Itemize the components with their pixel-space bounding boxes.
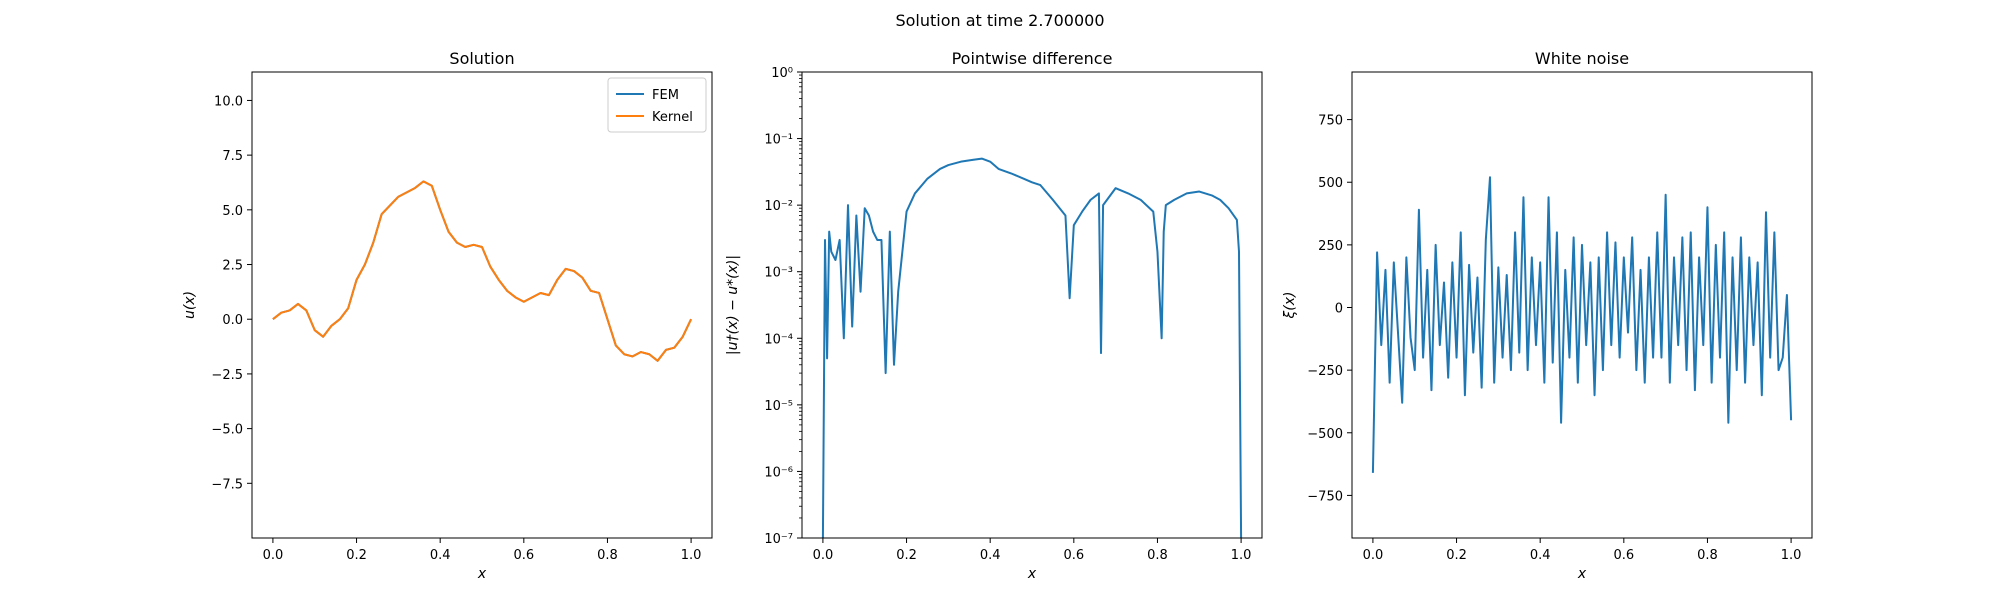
x-tick-label: 1.0 (1781, 548, 1802, 563)
y-tick-label: 10⁻⁵ (764, 399, 793, 414)
x-tick-label: 0.0 (263, 548, 284, 563)
y-tick-label: 10⁰ (771, 66, 793, 81)
x-axis-label: x (477, 566, 487, 582)
x-tick-label: 0.0 (1363, 548, 1384, 563)
axes-frame (251, 71, 713, 539)
y-axis-label: ξ(x) (1282, 291, 1298, 319)
x-tick-label: 1.0 (681, 548, 702, 563)
x-axis-label: x (1027, 566, 1037, 582)
legend-label-kernel: Kernel (652, 110, 693, 125)
y-tick-label: −750 (1307, 489, 1343, 504)
axes-frame (801, 71, 1263, 539)
axes-title: Solution (449, 49, 514, 68)
x-tick-label: 0.8 (1147, 548, 1168, 563)
x-axis-label: x (1577, 566, 1587, 582)
legend-label-fem: FEM (652, 88, 679, 103)
x-tick-label: 0.4 (980, 548, 1001, 563)
y-tick-label: −5.0 (211, 423, 243, 438)
y-tick-label: 7.5 (222, 149, 243, 164)
y-tick-label: 10⁻⁶ (764, 465, 793, 480)
y-axis-label: u(x) (182, 291, 198, 319)
y-tick-label: 750 (1318, 114, 1343, 129)
y-tick-label: 2.5 (222, 259, 243, 274)
y-tick-label: 10⁻⁴ (764, 332, 793, 347)
legend: FEM Kernel (607, 77, 707, 133)
y-tick-label: 10⁻⁷ (764, 532, 793, 547)
y-tick-label: 10.0 (214, 94, 243, 109)
x-tick-label: 0.4 (430, 548, 451, 563)
y-tick-label: 5.0 (222, 204, 243, 219)
y-tick-label: −500 (1307, 427, 1343, 442)
axes-solution: 0.0 0.2 0.4 0.6 0.8 1.0 −7.5 −5.0 −2.5 0.0 2.5 5.0 7… (182, 49, 713, 582)
x-tick-label: 0.8 (597, 548, 618, 563)
x-tick-label: 0.2 (896, 548, 917, 563)
x-tick-label: 0.8 (1697, 548, 1718, 563)
x-tick-label: 0.2 (1446, 548, 1467, 563)
y-tick-label: 0 (1335, 302, 1343, 317)
y-tick-label: −2.5 (211, 368, 243, 383)
y-tick-label: 500 (1318, 176, 1343, 191)
y-axis-label: |u†(x) − u*(x)| (725, 255, 741, 355)
x-tick-label: 0.6 (1613, 548, 1634, 563)
axes-frame (1351, 71, 1813, 539)
axes-white-noise: 0.0 0.2 0.4 0.6 0.8 1.0 −750 −500 −250 0 250 500 750… (1282, 49, 1813, 582)
y-tick-label: 0.0 (222, 313, 243, 328)
x-tick-label: 0.2 (346, 548, 367, 563)
y-tick-label: 10⁻³ (764, 266, 793, 281)
y-tick-label: 10⁻¹ (764, 133, 793, 148)
x-tick-label: 0.4 (1530, 548, 1551, 563)
series-line-fem (272, 180, 692, 362)
y-tick-label: 10⁻² (764, 199, 793, 214)
y-tick-label: −7.5 (211, 477, 243, 492)
x-tick-label: 1.0 (1231, 548, 1252, 563)
series-line-1 (821, 157, 1243, 538)
x-tick-label: 0.0 (813, 548, 834, 563)
figure-title: Solution at time 2.700000 (895, 11, 1104, 30)
x-tick-label: 0.6 (1063, 548, 1084, 563)
legend-frame (607, 77, 707, 133)
axes-title: White noise (1535, 49, 1629, 68)
x-tick-label: 0.6 (513, 548, 534, 563)
series-line-kernel (272, 180, 692, 362)
y-tick-label: −250 (1307, 364, 1343, 379)
axes-title: Pointwise difference (952, 49, 1113, 68)
series-line-1 (1371, 176, 1793, 473)
axes-pointwise-difference: 0.0 0.2 0.4 0.6 0.8 1.0 10⁻⁷ 10⁻⁶ 10⁻⁵ 10⁻⁴ 10⁻³ 10… (725, 49, 1263, 582)
y-tick-label: 250 (1318, 239, 1343, 254)
